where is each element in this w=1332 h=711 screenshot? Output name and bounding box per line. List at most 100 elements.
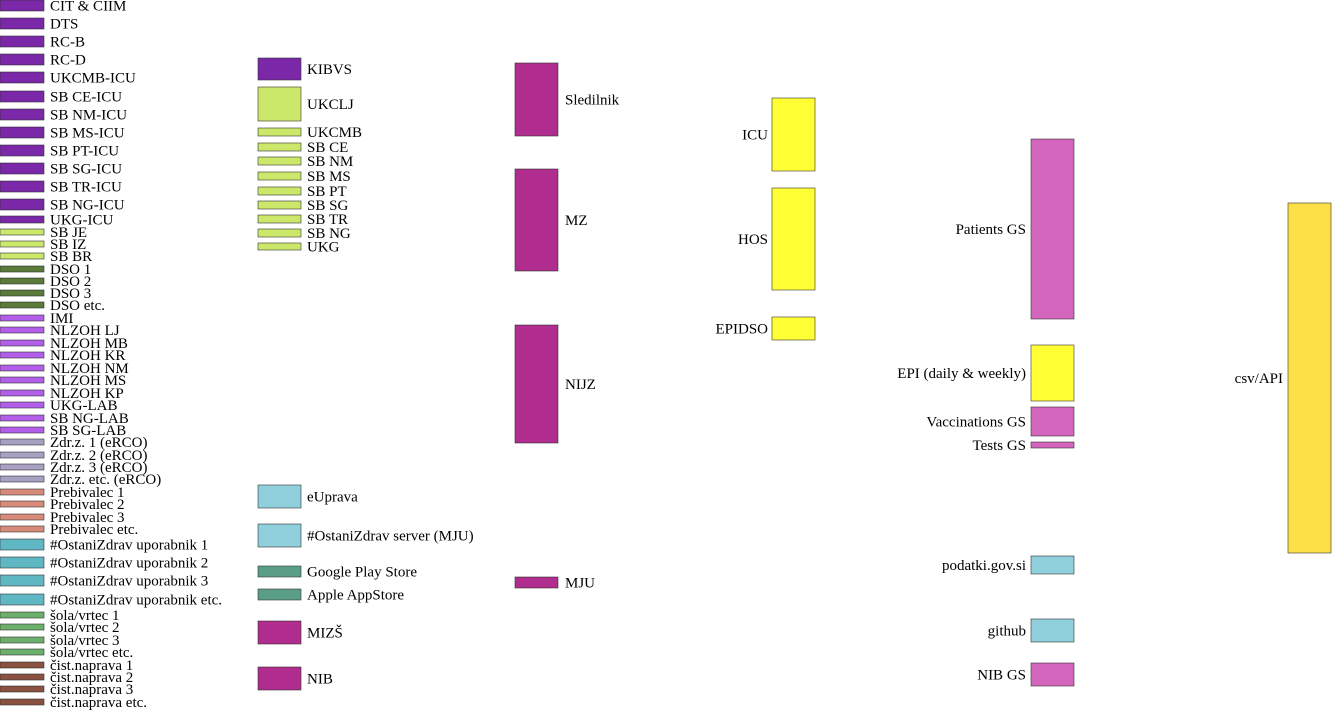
node-bar-prebetc: [0, 525, 45, 533]
node-sbng: SB NG: [257, 226, 351, 242]
node-label-rcb: RC-B: [50, 35, 85, 51]
node-zdr3: Zdr.z. 3 (eRCO): [0, 460, 147, 476]
node-bar-nlzohmb: [0, 339, 45, 347]
node-bar-preb3: [0, 513, 45, 521]
node-sbce: SB CE: [257, 140, 348, 156]
node-bar-sbms: [257, 171, 302, 181]
node-label-cist2: čist.naprava 2: [50, 670, 133, 686]
node-bar-ozserver: [257, 523, 302, 548]
node-euprava: eUprava: [257, 484, 358, 509]
node-label-tests: Tests GS: [972, 438, 1026, 454]
node-nijz: NIJZ: [514, 324, 596, 444]
node-bar-sbsglab: [0, 426, 45, 434]
node-label-zdr3: Zdr.z. 3 (eRCO): [50, 460, 147, 476]
node-preb3: Prebivalec 3: [0, 510, 125, 526]
node-label-sola2: šola/vrtec 2: [50, 620, 120, 636]
link-patients-to-csvapi: [1074, 139, 1288, 396]
node-bar-dsoetc: [0, 301, 45, 309]
node-bar-dts: [0, 17, 45, 30]
node-label-preb2: Prebivalec 2: [50, 497, 125, 513]
node-ukcmbicu: UKCMB-ICU: [0, 71, 136, 87]
node-kibvs: KIBVS: [257, 57, 352, 81]
node-bar-ukcmbicu: [0, 71, 45, 84]
node-label-mz: MZ: [565, 213, 588, 229]
node-label-ukgicu: UKG-ICU: [50, 213, 113, 229]
node-sbsglab: SB SG-LAB: [0, 423, 126, 439]
node-podatki: podatki.gov.si: [942, 555, 1075, 575]
node-bar-csvapi: [1287, 202, 1332, 554]
node-dso3: DSO 3: [0, 286, 91, 302]
node-bar-solaetc: [0, 648, 45, 656]
node-label-sola3: šola/vrtec 3: [50, 633, 120, 649]
link-epi-to-csvapi: [1074, 345, 1288, 452]
node-bar-hos: [771, 187, 816, 291]
link-github-to-csvapi: [1074, 498, 1288, 642]
node-tests: Tests GS: [972, 438, 1075, 454]
node-bar-sbpticu: [0, 144, 45, 157]
node-sbbr: SB BR: [0, 249, 92, 265]
node-dso2: DSO 2: [0, 274, 91, 290]
node-label-sola1: šola/vrtec 1: [50, 608, 120, 624]
node-bar-mju: [514, 576, 559, 589]
node-cist3: čist.naprava 3: [0, 682, 133, 698]
node-bar-nlzohlj: [0, 326, 45, 334]
node-label-cist3: čist.naprava 3: [50, 682, 133, 698]
node-bar-sbbr: [0, 252, 45, 260]
node-mz: MZ: [514, 168, 588, 272]
node-patients: Patients GS: [956, 138, 1075, 320]
node-label-imi: IMI: [50, 311, 73, 327]
node-label-sbnmicu: SB NM-ICU: [50, 108, 127, 124]
node-bar-sbsg: [257, 200, 302, 210]
node-label-oz1: #OstaniZdrav uporabnik 1: [50, 538, 208, 554]
node-bar-sledilnik: [514, 62, 559, 137]
node-zdr2: Zdr.z. 2 (eRCO): [0, 448, 147, 464]
node-bar-icu: [771, 97, 816, 172]
node-label-ukcmb: UKCMB: [307, 125, 362, 141]
node-bar-vacc: [1030, 406, 1075, 437]
node-ozserver: #OstaniZdrav server (MJU): [257, 523, 474, 548]
node-label-cit: CIT & CIIM: [50, 0, 126, 15]
node-label-mju: MJU: [565, 576, 595, 592]
node-label-sbmsicu: SB MS-ICU: [50, 126, 125, 142]
node-nlzohms: NLZOH MS: [0, 373, 126, 389]
node-bar-appstore: [257, 588, 302, 601]
node-label-zdr2: Zdr.z. 2 (eRCO): [50, 448, 147, 464]
node-bar-sbmsicu: [0, 126, 45, 139]
node-sbtr: SB TR: [257, 212, 348, 228]
node-bar-sbje: [0, 228, 45, 236]
node-sbnmicu: SB NM-ICU: [0, 108, 127, 124]
node-bar-sola1: [0, 611, 45, 619]
node-bar-podatki: [1030, 555, 1075, 575]
node-zdretc: Zdr.z. etc. (eRCO): [0, 472, 161, 488]
node-label-ukg: UKG: [307, 240, 340, 256]
node-bar-gplay: [257, 565, 302, 578]
node-sledilnik: Sledilnik: [514, 62, 620, 137]
node-bar-oz2: [0, 556, 45, 569]
link-nibgs-to-csvapi: [1074, 525, 1288, 686]
node-bar-oz1: [0, 538, 45, 551]
node-bar-ukglab: [0, 401, 45, 409]
node-solaetc: šola/vrtec etc.: [0, 645, 133, 661]
node-label-oz2: #OstaniZdrav uporabnik 2: [50, 556, 208, 572]
node-epi: EPI (daily & weekly): [897, 344, 1075, 402]
node-ukcmb: UKCMB: [257, 125, 362, 141]
node-sbnm: SB NM: [257, 154, 353, 170]
node-bar-dso3: [0, 289, 45, 297]
link-mizs-to-github: [301, 619, 1031, 644]
node-label-dts: DTS: [50, 17, 78, 33]
node-bar-mizs: [257, 620, 302, 645]
node-label-sbce: SB CE: [307, 140, 348, 156]
node-dso1: DSO 1: [0, 262, 91, 278]
node-label-ukcmbicu: UKCMB-ICU: [50, 71, 136, 87]
node-zdr1: Zdr.z. 1 (eRCO): [0, 435, 147, 451]
node-label-icu: ICU: [742, 128, 768, 144]
node-bar-sbceicu: [0, 90, 45, 103]
node-label-sbiz: SB IZ: [50, 237, 86, 253]
node-label-patients: Patients GS: [956, 222, 1026, 238]
node-nibgs: NIB GS: [977, 662, 1075, 687]
node-label-epi: EPI (daily & weekly): [897, 366, 1026, 382]
node-label-ozetc: #OstaniZdrav uporabnik etc.: [50, 593, 222, 609]
node-sbsgicu: SB SG-ICU: [0, 162, 122, 178]
node-epidso: EPIDSO: [715, 316, 816, 341]
